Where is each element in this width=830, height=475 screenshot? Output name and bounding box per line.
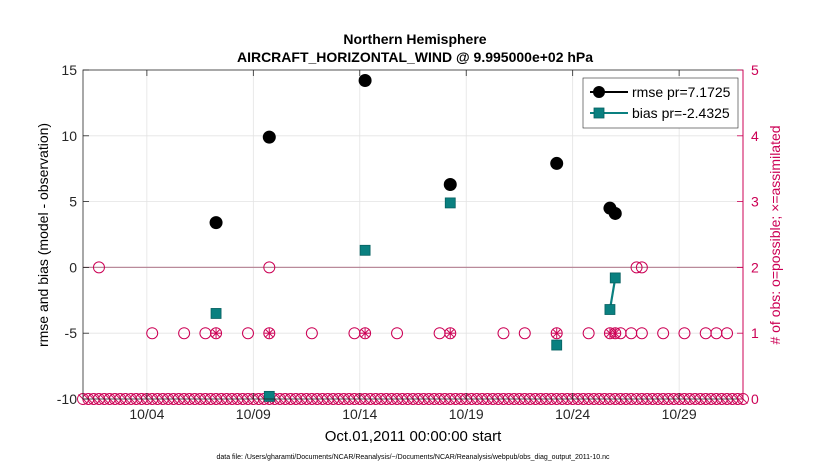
y-tick-label-left: -10 [57,391,77,407]
x-tick-label: 10/24 [555,406,590,422]
x-tick-label: 10/14 [342,406,377,422]
obs-possible-marker [391,327,404,340]
data-markers [209,74,622,402]
obs-possible-marker [497,327,510,340]
bias-point [609,272,621,284]
y-tick-label-right: 0 [751,391,759,407]
y-axis-label-right: # of obs: o=possible; ×=assimilated [767,125,783,344]
obs-assimilated-marker [360,328,371,339]
obs-assimilated-marker [610,328,621,339]
bias-point [551,339,563,351]
y-tick-label-right: 1 [751,325,759,341]
x-tick-label: 10/19 [449,406,484,422]
rmse-point [550,156,564,170]
chart-title: Northern Hemisphere [343,31,486,47]
bias-point [604,304,616,315]
asterisk-stroke [446,329,455,338]
obs-possible-marker [582,327,595,340]
legend-box [582,77,739,129]
x-tick-label: 10/29 [662,406,697,422]
obs-possible-marker [721,327,734,340]
obs-possible-marker [635,327,648,340]
rmse-point [608,206,622,220]
bias-point [263,390,275,402]
left-axis: -10 -5 0 5 10 15 [57,62,89,407]
y-tick-label-left: 10 [61,128,77,144]
right-axis: 0 1 2 3 4 5 [737,62,759,407]
asterisk-stroke [361,329,370,338]
y-tick-label-left: 0 [69,259,77,275]
x-tick-label: 10/04 [129,406,164,422]
legend: rmse pr=7.1725 bias pr=-2.4325 [582,77,739,129]
obs-assimilated-marker [264,328,275,339]
y-tick-label-left: -5 [65,325,78,341]
asterisk-stroke [552,329,561,338]
obs-possible-marker [635,261,648,274]
obs-possible-marker [263,261,276,274]
obs-assimilated-marker [445,328,456,339]
asterisk-stroke [611,329,620,338]
obs-possible-marker [92,261,105,274]
data-file-footnote: data file: /Users/gharamti/Documents/NCA… [216,454,610,461]
obs-assimilated-marker [211,328,222,339]
bias-point [359,244,371,256]
bias-point [210,308,222,319]
x-axis-label: Oct.01,2011 00:00:00 start [325,428,502,445]
obs-possible-marker [678,327,691,340]
obs-possible-marker [630,261,643,274]
obs-possible-marker [263,327,276,340]
obs-possible-marker [657,327,670,340]
obs-possible-marker [242,327,254,340]
obs-possible-marker [146,327,159,340]
y-tick-label-right: 5 [751,62,759,78]
x-tick-label: 10/09 [236,406,271,422]
obs-assimilated-marker [551,328,562,339]
rmse-point [262,130,276,144]
rmse-point [358,74,372,88]
legend-bias-marker [593,107,605,119]
asterisk-stroke [265,329,274,338]
obs-possible-marker [359,327,372,340]
bottom-axis: 10/04 10/09 10/14 10/19 10/24 10/29 [129,70,697,422]
legend-bias-label: bias pr=-2.4325 [632,105,730,121]
obs-possible-marker [178,327,191,340]
obs-possible-marker [305,327,318,340]
y-tick-label-right: 2 [751,259,759,275]
y-tick-label-left: 15 [61,62,77,78]
y-tick-label-left: 5 [69,194,77,210]
obs-possible-marker [210,327,223,340]
rmse-point [209,216,223,230]
legend-rmse-label: rmse pr=7.1725 [632,84,731,100]
bias-point [444,197,456,209]
y-axis-label-left: rmse and bias (model - observation) [35,123,51,347]
asterisk-stroke [212,329,221,338]
y-tick-label-right: 4 [751,128,759,144]
y-tick-label-right: 3 [751,194,759,210]
legend-rmse-marker [593,86,605,98]
obs-possible-marker [518,327,531,340]
chart-subtitle: AIRCRAFT_HORIZONTAL_WIND @ 9.995000e+02 … [237,49,593,65]
obs-possible-marker [550,327,563,340]
obs-possible-marker [444,327,457,340]
rmse-point [443,177,457,191]
